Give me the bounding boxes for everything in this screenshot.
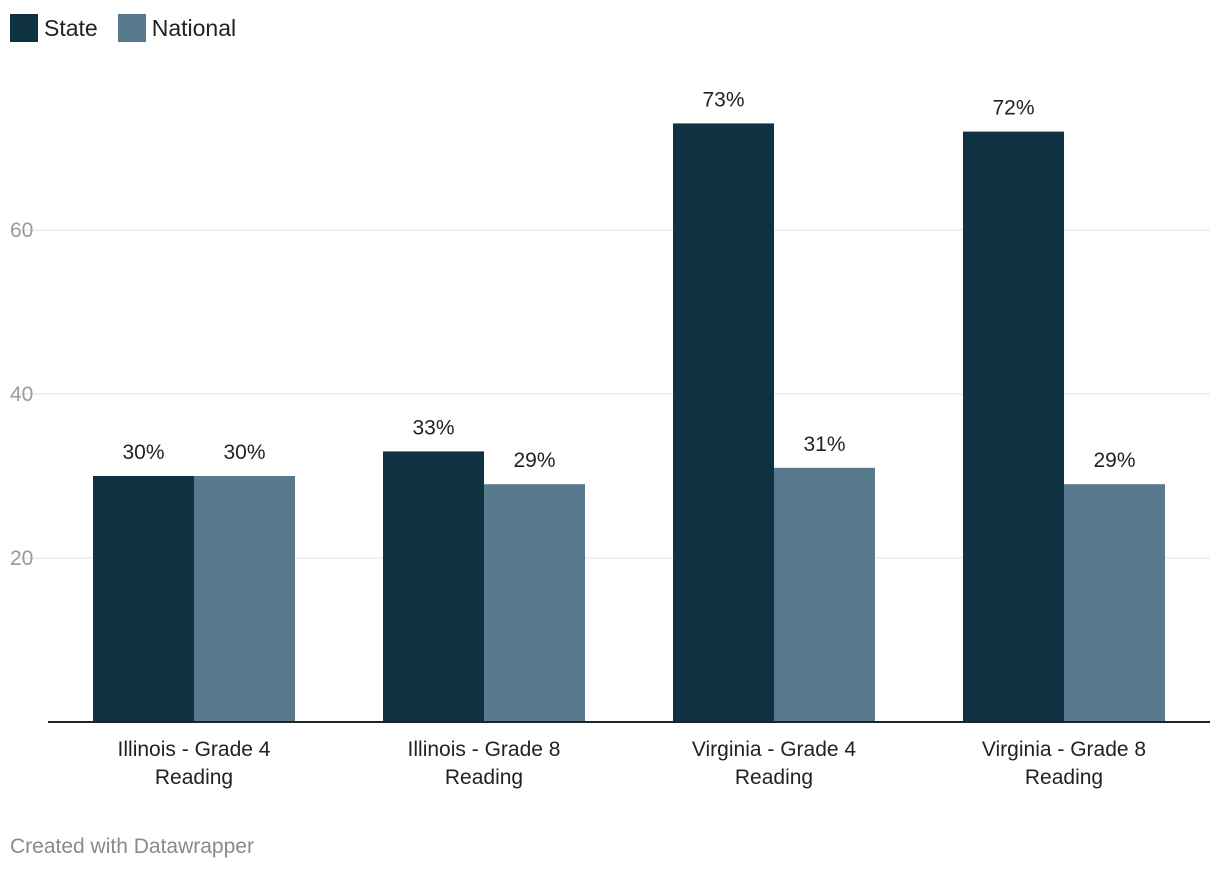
data-label: 29%	[1093, 449, 1135, 472]
y-tick-label: 20	[10, 547, 33, 570]
legend-item-state: State	[10, 14, 98, 42]
data-label: 73%	[702, 88, 744, 111]
x-category-label: Reading	[1025, 766, 1103, 789]
x-category-label: Illinois - Grade 4	[118, 738, 271, 761]
bar-state	[383, 451, 484, 722]
data-label: 30%	[223, 441, 265, 464]
x-category-label: Virginia - Grade 8	[982, 738, 1146, 761]
y-tick-label: 40	[10, 383, 33, 406]
y-tick-label: 60	[10, 219, 33, 242]
bar-state	[963, 131, 1064, 723]
bar-national	[774, 467, 875, 722]
legend-item-national: National	[117, 14, 237, 42]
chart-legend: State National	[10, 13, 256, 43]
data-label: 30%	[122, 441, 164, 464]
data-label: 33%	[412, 416, 454, 439]
footer-credit: Created with Datawrapper	[10, 835, 254, 858]
legend-label-national: National	[151, 14, 237, 41]
bar-state	[93, 476, 194, 722]
bar-national	[484, 484, 585, 722]
bar-state	[673, 123, 774, 722]
data-label: 29%	[513, 449, 555, 472]
x-category-label: Reading	[155, 766, 233, 789]
legend-label-state: State	[44, 14, 98, 41]
data-label: 31%	[803, 433, 845, 456]
data-label: 72%	[992, 97, 1034, 120]
bar-national	[1064, 484, 1165, 722]
x-category-label: Virginia - Grade 4	[692, 738, 857, 761]
x-category-label: Illinois - Grade 8	[408, 738, 561, 761]
x-category-label: Reading	[735, 766, 813, 789]
legend-swatch-state	[10, 14, 38, 42]
bar-national	[194, 476, 295, 722]
x-category-label: Reading	[445, 766, 523, 789]
legend-swatch-national	[117, 14, 146, 42]
